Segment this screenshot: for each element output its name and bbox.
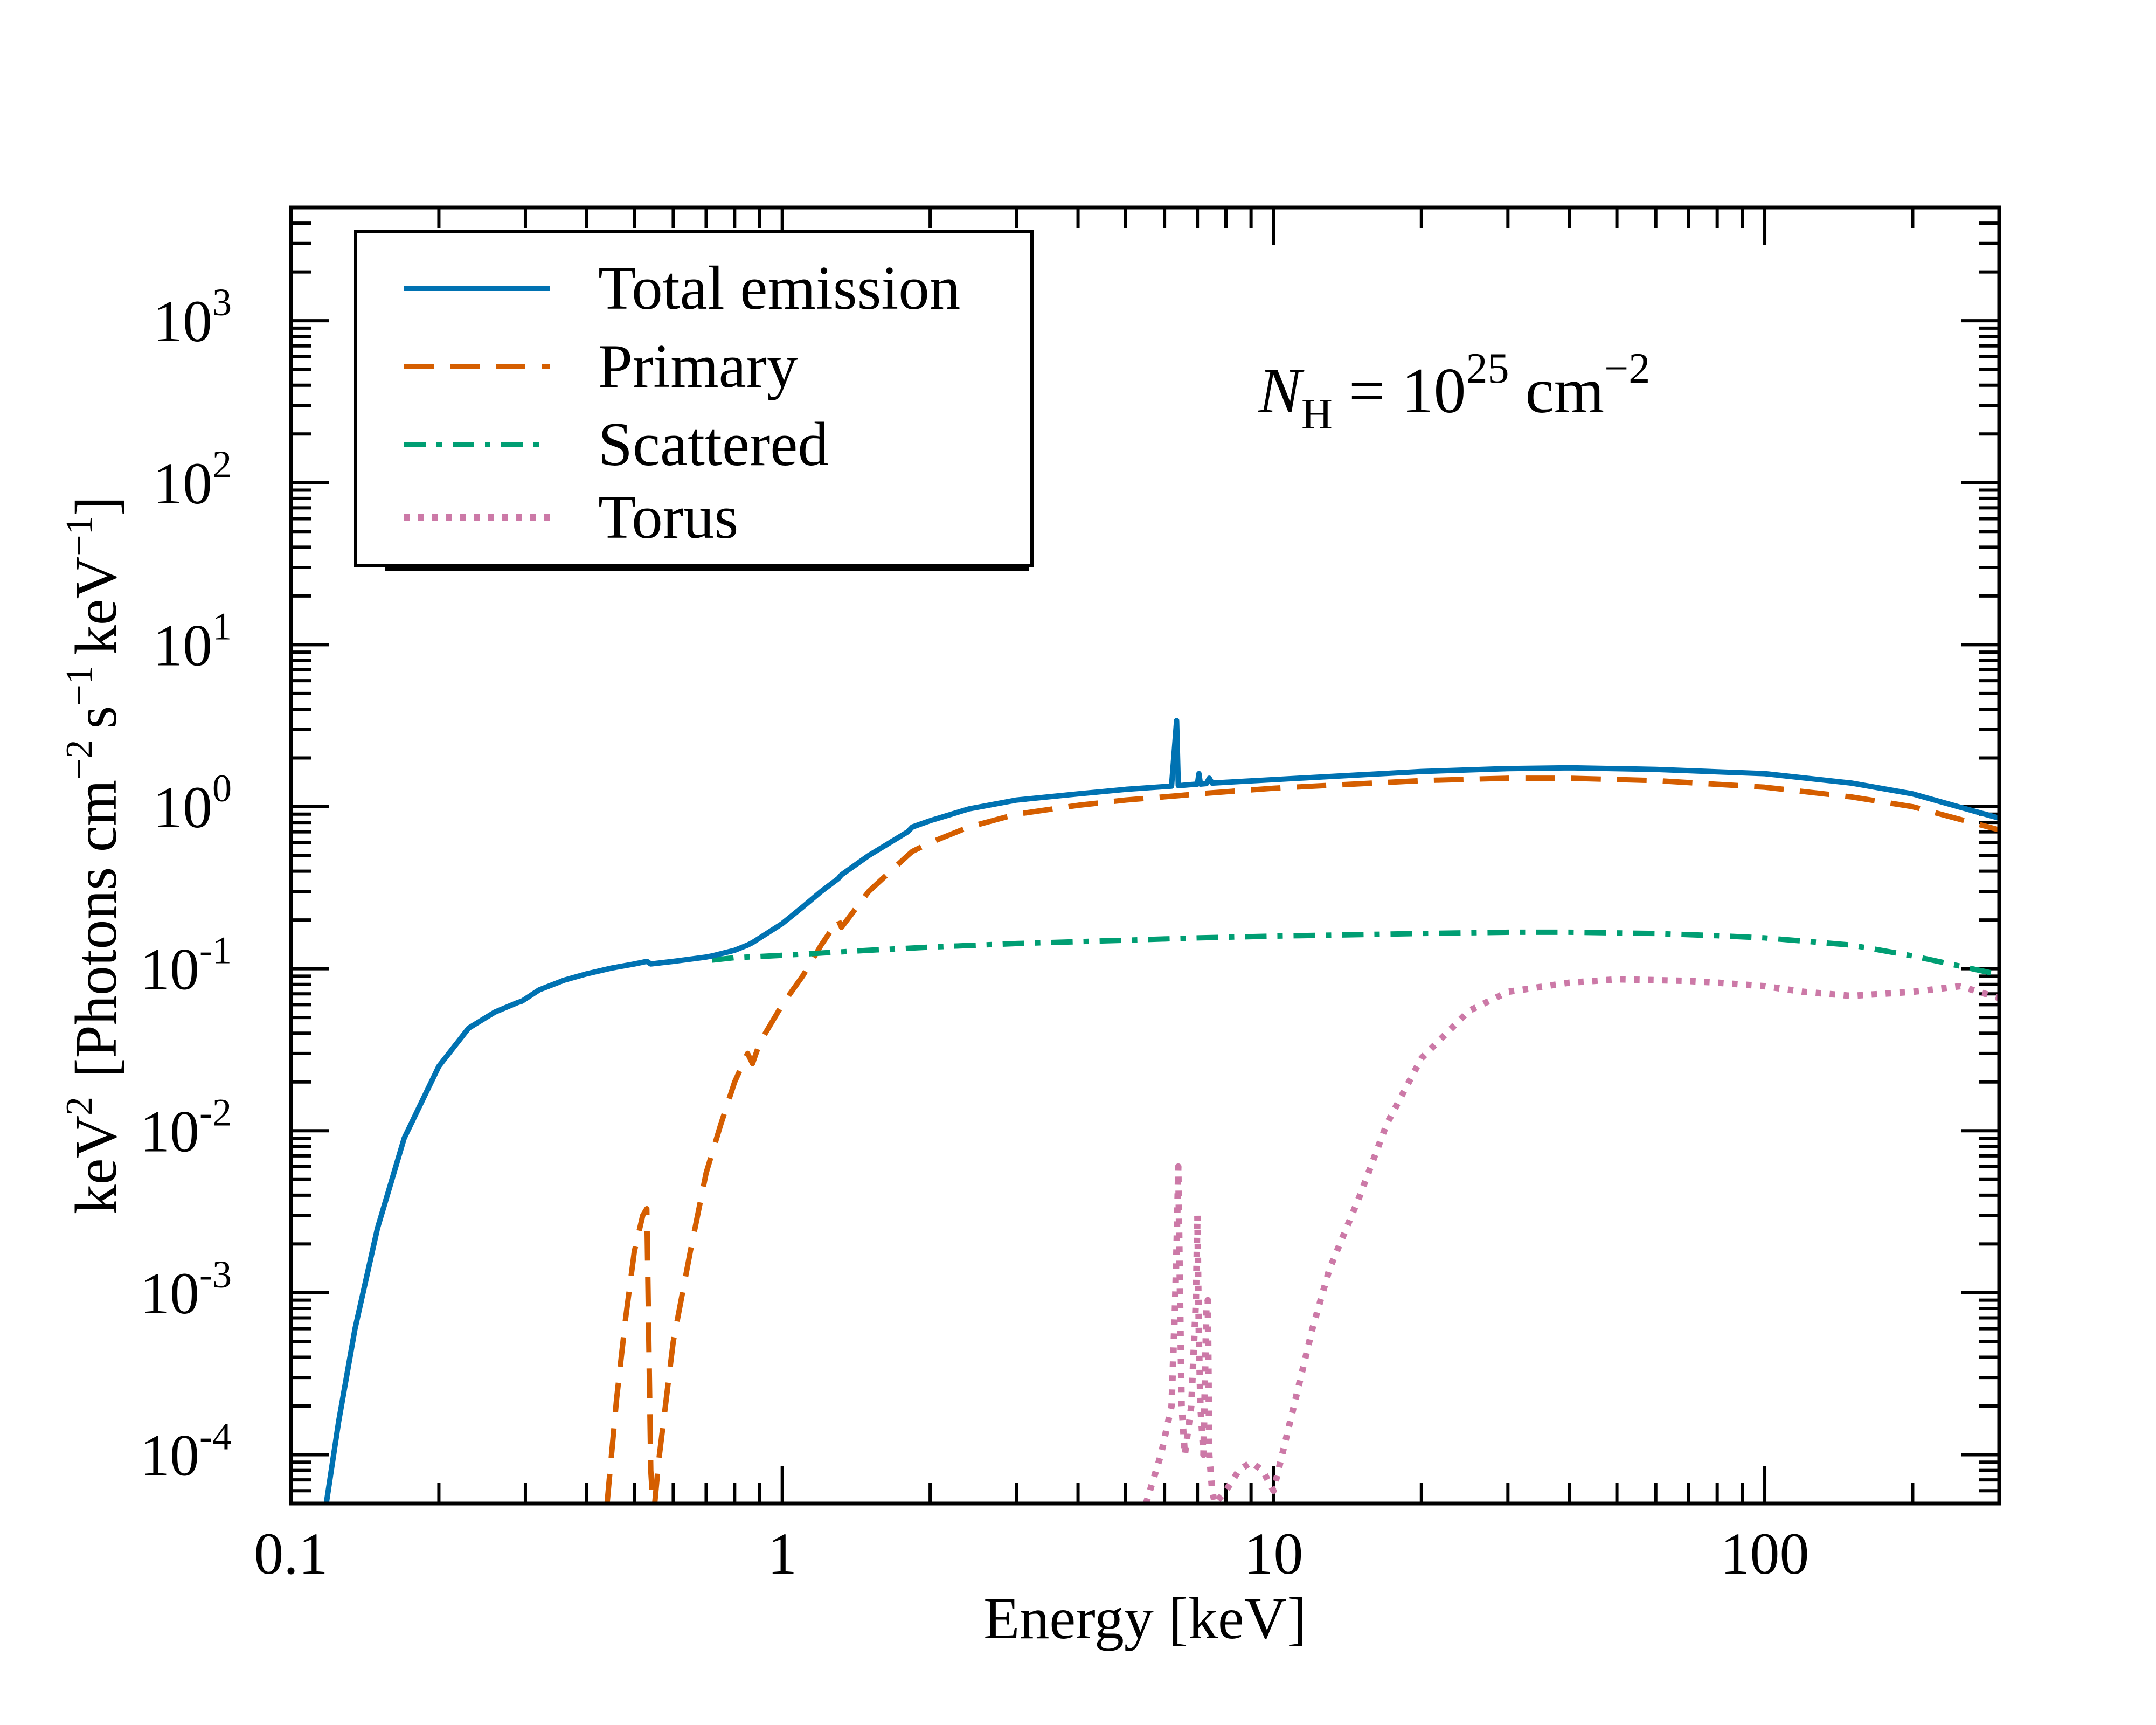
series-line-scattered: [712, 929, 1999, 978]
legend-label-primary: Primary: [598, 332, 798, 400]
nh-subscript: H: [1301, 391, 1333, 438]
x-axis-label: Energy [keV]: [983, 1585, 1307, 1651]
nh-symbol: N: [1258, 355, 1305, 426]
x-tick-label: 10: [1244, 1521, 1303, 1587]
nh-equals: = 10: [1349, 355, 1466, 426]
y-tick-label: 100: [153, 767, 232, 840]
y-tick-label: 10-2: [140, 1091, 232, 1164]
y-tick-label: 102: [153, 443, 232, 516]
y-label-s-exp: −1: [59, 666, 100, 705]
nh-unit: cm: [1526, 355, 1605, 426]
y-label-base-exp: 2: [59, 1097, 100, 1116]
y-label-base: keV: [63, 1116, 129, 1214]
nh-exponent: 25: [1466, 345, 1509, 392]
y-tick-label: 101: [153, 605, 232, 678]
y-label-kev-exp: −1: [59, 516, 100, 556]
y-tick-label: 10-1: [140, 929, 232, 1002]
series-line-primary: [604, 775, 1999, 1504]
y-tick-label: 10-3: [140, 1253, 232, 1326]
y-axis-label: keV2[Photons cm−2s−1keV−1]: [59, 496, 129, 1215]
y-label-close: ]: [63, 496, 129, 516]
y-tick-label: 103: [153, 281, 232, 354]
y-label-kev: keV: [63, 556, 129, 655]
legend-label-total-emission: Total emission: [598, 254, 960, 322]
y-label-s: s: [63, 706, 129, 729]
legend-label-torus: Torus: [598, 483, 738, 551]
series-line-torus: [1142, 976, 1999, 1504]
x-tick-label: 100: [1721, 1521, 1810, 1587]
x-tick-label: 1: [767, 1521, 797, 1587]
plot-frame: [289, 205, 2001, 1506]
series-line-total-emission: [323, 718, 1999, 1504]
nh-unit-exponent: −2: [1604, 345, 1650, 392]
y-label-units: [Photons cm: [63, 780, 129, 1078]
y-tick-label: 10-4: [140, 1415, 232, 1488]
axis-ticks: [289, 206, 2001, 1505]
legend-label-scattered: Scattered: [598, 410, 829, 479]
tick-labels: 0.1 1 10 100 10-4 10-3 10-2 10-1 100 101 102 103: [140, 281, 1810, 1587]
y-label-cm-exp: −2: [59, 739, 100, 779]
series-layer: [323, 718, 1999, 1504]
nh-annotation: NH = 1025 cm−2: [1258, 345, 1650, 438]
x-tick-label: 0.1: [254, 1521, 328, 1587]
